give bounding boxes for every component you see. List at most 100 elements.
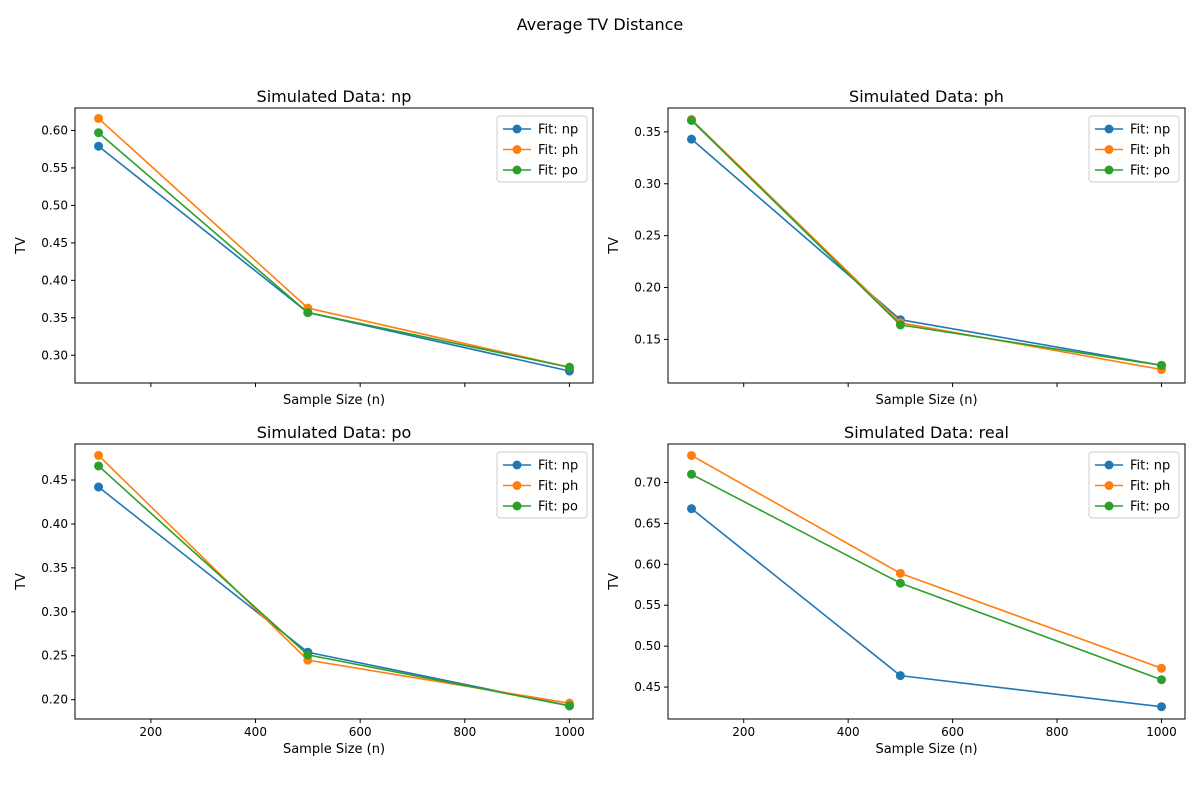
y-tick-label: 0.25 bbox=[634, 229, 661, 243]
legend-label: Fit: np bbox=[538, 123, 578, 138]
y-axis-label: TV bbox=[14, 573, 29, 591]
y-tick-label: 0.65 bbox=[634, 516, 661, 530]
legend-label: Fit: po bbox=[1130, 500, 1170, 515]
x-tick-label: 400 bbox=[837, 725, 860, 739]
x-axis-label: Sample Size (n) bbox=[283, 742, 385, 757]
plot-frame bbox=[74, 107, 594, 384]
data-point bbox=[895, 568, 905, 578]
legend-marker bbox=[512, 460, 522, 470]
data-point bbox=[687, 469, 696, 479]
y-tick-label: 0.30 bbox=[634, 177, 661, 191]
subplot-1: Simulated Data: np 0.30 0.35 0.40 0.45 0.50 0.… bbox=[14, 87, 594, 408]
data-point bbox=[303, 650, 313, 660]
x-axis-label: Sample Size (n) bbox=[875, 742, 977, 757]
subplot-title: Simulated Data: po bbox=[257, 423, 412, 442]
legend-label: Fit: np bbox=[1130, 123, 1170, 138]
data-point bbox=[1157, 663, 1166, 673]
data-point bbox=[687, 450, 696, 460]
data-point bbox=[94, 482, 104, 492]
y-tick-label: 0.20 bbox=[41, 693, 68, 707]
y-axis-label: TV bbox=[14, 237, 29, 255]
legend-marker bbox=[1104, 124, 1114, 134]
figure-title: Average TV Distance bbox=[517, 15, 684, 34]
legend-marker bbox=[512, 481, 522, 490]
legend-marker bbox=[1104, 460, 1114, 470]
y-axis-label: TV bbox=[607, 237, 622, 255]
legend: Fit: np Fit: ph Fit: po bbox=[496, 115, 588, 183]
y-tick-label: 0.50 bbox=[41, 198, 68, 212]
legend-marker bbox=[1104, 145, 1114, 154]
x-tick-label: 400 bbox=[244, 725, 267, 739]
legend-marker bbox=[512, 145, 522, 154]
plot-frame bbox=[74, 443, 594, 720]
legend-marker bbox=[1104, 481, 1114, 490]
x-tick-label: 600 bbox=[941, 725, 964, 739]
data-point bbox=[303, 308, 313, 318]
legend-marker bbox=[512, 501, 522, 511]
y-tick-label: 0.55 bbox=[41, 161, 68, 175]
y-tick-label: 0.30 bbox=[41, 605, 68, 619]
data-point bbox=[895, 320, 905, 330]
legend-label: Fit: po bbox=[538, 164, 578, 179]
data-point bbox=[1157, 360, 1166, 370]
data-point bbox=[895, 578, 905, 588]
y-tick-label: 0.60 bbox=[634, 557, 661, 571]
data-point bbox=[94, 461, 104, 471]
legend-label: Fit: np bbox=[1130, 459, 1170, 474]
legend: Fit: np Fit: ph Fit: po bbox=[496, 451, 588, 519]
legend-marker bbox=[1104, 501, 1114, 511]
x-tick-label: 1000 bbox=[1146, 725, 1177, 739]
data-point bbox=[687, 134, 696, 144]
y-tick-label: 0.35 bbox=[41, 561, 68, 575]
data-point bbox=[1157, 675, 1166, 685]
x-tick-label: 200 bbox=[139, 725, 162, 739]
y-tick-label: 0.45 bbox=[41, 473, 68, 487]
y-tick-label: 0.25 bbox=[41, 649, 68, 663]
legend-marker bbox=[1104, 165, 1114, 175]
data-point bbox=[564, 362, 574, 372]
legend-label: Fit: np bbox=[538, 459, 578, 474]
data-point bbox=[94, 450, 104, 460]
legend-label: Fit: ph bbox=[1130, 143, 1170, 158]
x-tick-label: 800 bbox=[453, 725, 476, 739]
legend-label: Fit: po bbox=[538, 500, 578, 515]
y-tick-label: 0.60 bbox=[41, 123, 68, 137]
legend-label: Fit: ph bbox=[538, 479, 578, 494]
data-point bbox=[564, 701, 574, 711]
y-tick-label: 0.55 bbox=[634, 598, 661, 612]
x-axis-label: Sample Size (n) bbox=[283, 393, 385, 408]
y-tick-label: 0.15 bbox=[634, 332, 661, 346]
data-point bbox=[1157, 702, 1166, 712]
data-point bbox=[895, 671, 905, 681]
x-tick-label: 800 bbox=[1046, 725, 1069, 739]
y-axis-label: TV bbox=[607, 573, 622, 591]
y-tick-label: 0.70 bbox=[634, 475, 661, 489]
data-point bbox=[94, 113, 104, 123]
y-tick-label: 0.40 bbox=[41, 517, 68, 531]
legend: Fit: np Fit: ph Fit: po bbox=[1088, 451, 1180, 519]
subplot-3: Simulated Data: po 0.20 0.25 0.30 0.35 0.40 0.… bbox=[14, 423, 594, 757]
subplot-title: Simulated Data: ph bbox=[849, 87, 1004, 106]
x-axis-label: Sample Size (n) bbox=[875, 393, 977, 408]
x-tick-label: 600 bbox=[349, 725, 372, 739]
subplot-grid: Simulated Data: np 0.30 0.35 0.40 0.45 0.50 0.… bbox=[14, 87, 1186, 757]
legend-marker bbox=[512, 165, 522, 175]
data-point bbox=[94, 128, 104, 138]
legend-label: Fit: ph bbox=[538, 143, 578, 158]
x-tick-label: 1000 bbox=[554, 725, 585, 739]
plot-frame bbox=[667, 107, 1186, 384]
y-tick-label: 0.20 bbox=[634, 281, 661, 295]
y-tick-label: 0.45 bbox=[41, 236, 68, 250]
y-tick-label: 0.35 bbox=[41, 311, 68, 325]
subplot-2: Simulated Data: ph 0.15 0.20 0.25 0.30 0.35 Sa… bbox=[607, 87, 1186, 408]
y-tick-label: 0.45 bbox=[634, 680, 661, 694]
y-tick-label: 0.50 bbox=[634, 639, 661, 653]
subplot-4: Simulated Data: real 0.45 0.50 0.55 0.60 0.65… bbox=[607, 423, 1186, 757]
data-point bbox=[687, 115, 696, 125]
data-point bbox=[687, 504, 696, 514]
legend-label: Fit: po bbox=[1130, 164, 1170, 179]
y-tick-label: 0.40 bbox=[41, 273, 68, 287]
legend-marker bbox=[512, 124, 522, 134]
